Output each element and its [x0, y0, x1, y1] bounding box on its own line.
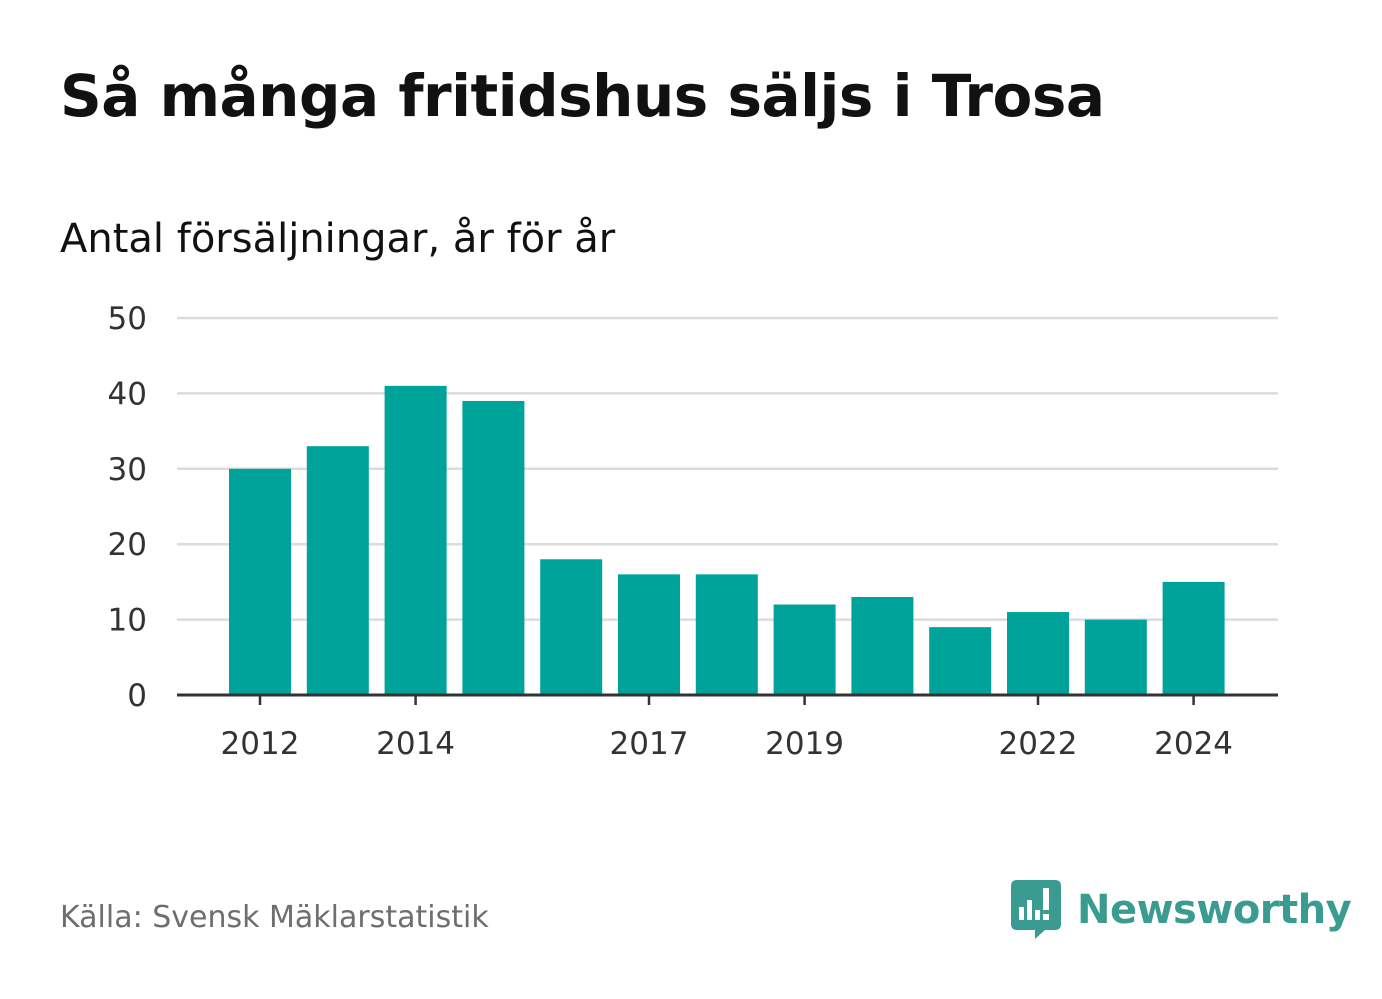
x-tick-label: 2012 — [221, 726, 300, 762]
bar-2017 — [618, 574, 680, 695]
chart-title: Så många fritidshus säljs i Trosa — [60, 62, 1105, 130]
bar-2019 — [773, 604, 836, 695]
bar-2020 — [851, 596, 914, 695]
x-tick-label: 2019 — [765, 726, 844, 762]
bar-2018 — [695, 574, 758, 695]
bar-2021 — [929, 627, 992, 695]
bar-2024 — [1162, 581, 1225, 695]
y-tick-label: 50 — [108, 301, 147, 337]
x-tick-label: 2024 — [1154, 726, 1233, 762]
bar-2016 — [540, 559, 603, 695]
chart-subtitle: Antal försäljningar, år för år — [60, 216, 616, 262]
x-tick-label: 2014 — [376, 726, 455, 762]
y-tick-label: 20 — [108, 527, 147, 563]
source-note: Källa: Svensk Mäklarstatistik — [60, 900, 489, 935]
bar-2022 — [1007, 612, 1069, 695]
newsworthy-logo-icon — [1011, 880, 1061, 939]
y-tick-label: 10 — [108, 603, 147, 639]
x-tick-label: 2017 — [610, 726, 689, 762]
bar-chart: 0 10 20 30 40 50 2012 2014 2017 2019 2022 2024 — [108, 301, 1278, 762]
y-tick-label: 40 — [108, 376, 147, 412]
bar-2015 — [462, 400, 525, 695]
bar-2023 — [1084, 619, 1147, 695]
bar-2014 — [384, 385, 447, 695]
newsworthy-logo: Newsworthy — [1011, 880, 1352, 940]
bar-2012 — [229, 468, 291, 695]
brand-name: Newsworthy — [1077, 887, 1352, 933]
y-tick-label: 0 — [127, 678, 147, 714]
y-tick-label: 30 — [108, 452, 147, 488]
x-tick-label: 2022 — [999, 726, 1078, 762]
bar-2013 — [306, 446, 369, 695]
